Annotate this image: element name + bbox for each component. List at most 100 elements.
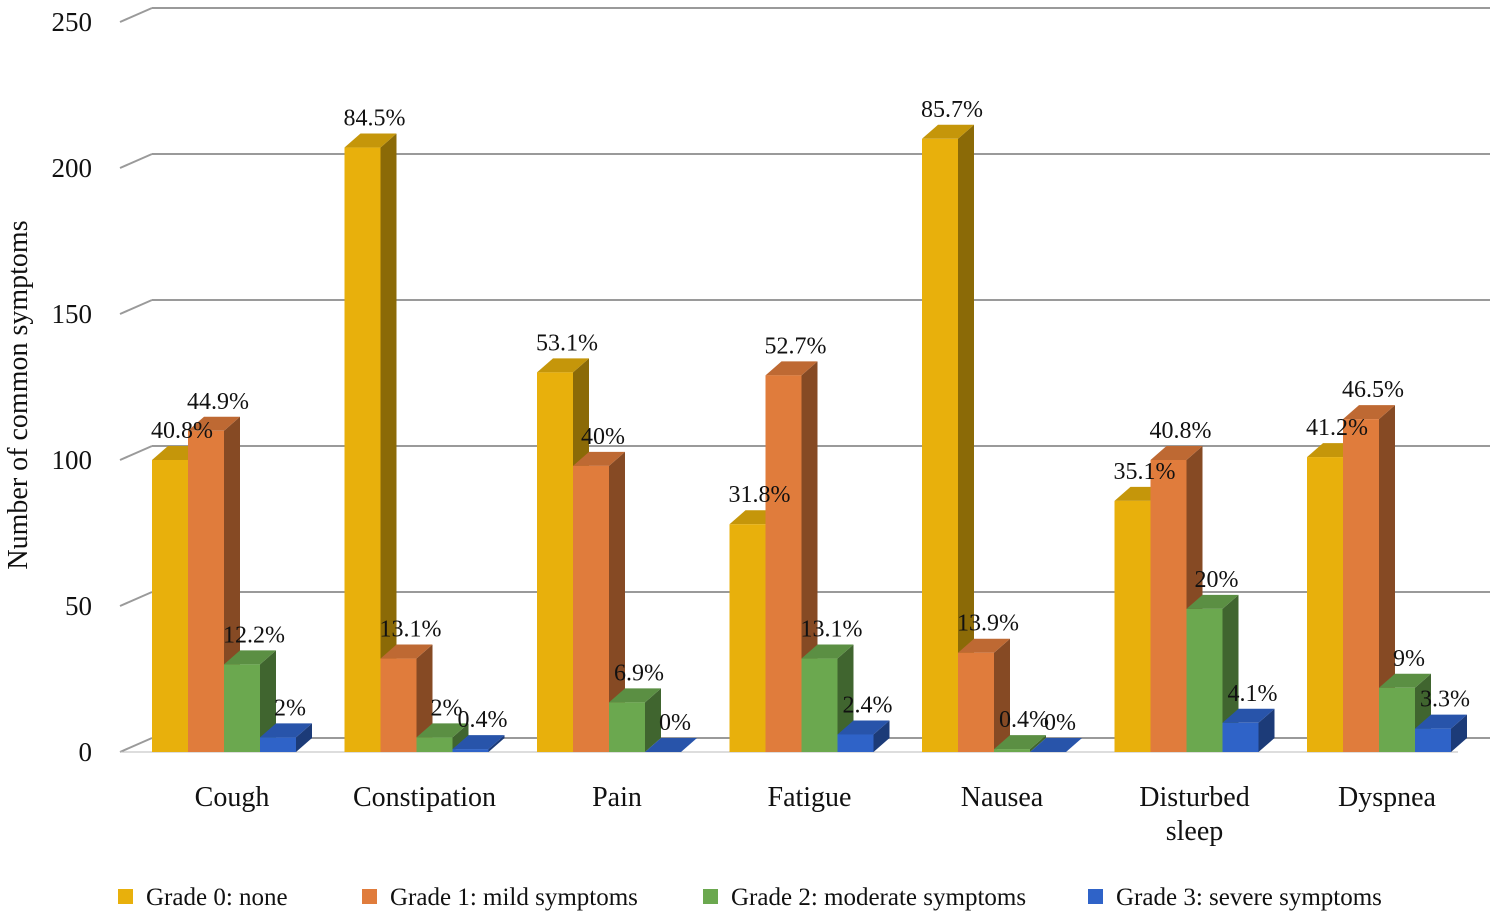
category-label: Fatigue [768, 782, 852, 813]
y-tick-label: 250 [52, 7, 93, 37]
bar-side [1030, 735, 1046, 752]
bar-front [958, 652, 994, 752]
bar [1222, 708, 1275, 752]
data-label: 20% [1195, 567, 1239, 593]
bar-front [994, 749, 1030, 752]
bar [645, 738, 697, 752]
y-axis-ticks: 0 50 100 150 200 250 [52, 7, 93, 767]
data-label: 6.9% [614, 660, 664, 686]
bar-top [573, 451, 625, 466]
bar-front [452, 749, 489, 752]
bar [416, 723, 469, 752]
data-label: 31.8% [729, 482, 791, 508]
bar-front [1114, 500, 1151, 752]
bar-side [958, 124, 974, 753]
bar-side [452, 723, 469, 752]
category-label: Constipation [353, 782, 496, 813]
bar-front [1415, 728, 1451, 752]
bar [1415, 714, 1467, 752]
bar [1030, 738, 1082, 752]
data-label: 35.1% [1114, 459, 1176, 485]
bar-front [729, 524, 766, 752]
legend-swatch [703, 889, 718, 904]
y-tick-label: 50 [65, 591, 92, 621]
bar-side [1451, 714, 1467, 752]
data-label: 0% [1044, 710, 1076, 736]
bar-side [994, 638, 1010, 752]
category-label: Nausea [961, 782, 1044, 813]
y-tick-label: 100 [52, 445, 93, 475]
bar [994, 735, 1046, 752]
bar-top [537, 358, 589, 373]
bar-top [1343, 405, 1395, 420]
legend-item: Grade 0: none [118, 884, 288, 911]
bar-front [1343, 419, 1379, 752]
legend-swatch [362, 889, 377, 904]
x-axis-categories: Cough Constipation Pain Fatigue Nausea Distur… [195, 782, 1437, 847]
bar-front [152, 460, 188, 752]
bar-top [609, 688, 661, 703]
gridline-diagonal [119, 7, 153, 23]
bar [1343, 405, 1395, 752]
bar-front [801, 658, 838, 752]
bar-side [645, 688, 661, 752]
bar-front [1307, 457, 1343, 752]
bar [609, 688, 661, 752]
bar-front [573, 465, 609, 752]
legend-swatch [1088, 889, 1103, 904]
legend-item: Grade 3: severe symptoms [1088, 884, 1382, 911]
bar [380, 644, 433, 752]
data-label: 0.4% [999, 707, 1049, 733]
bar [573, 451, 625, 752]
bar-front [188, 430, 224, 752]
bar [224, 650, 276, 752]
data-label: 0% [659, 710, 691, 736]
bar-front [1150, 460, 1187, 752]
bar-top [801, 644, 854, 659]
category-label: Disturbed [1139, 782, 1249, 813]
bar-front [416, 737, 453, 752]
bar [188, 416, 240, 752]
bar [452, 735, 505, 752]
data-label: 2.4% [843, 692, 893, 718]
data-label: 40% [581, 424, 625, 450]
data-label: 13.1% [801, 617, 863, 643]
bar-top [452, 735, 505, 750]
bar-side [873, 720, 890, 752]
data-label: 13.1% [380, 617, 442, 643]
bar-top [1030, 738, 1082, 752]
gridline-diagonal [119, 445, 153, 461]
data-label: 85.7% [921, 97, 983, 123]
bar-side [416, 644, 433, 752]
data-label: 44.9% [187, 389, 249, 415]
gridline-diagonal [119, 153, 153, 169]
data-label: 13.9% [957, 611, 1019, 637]
bar-side [380, 133, 397, 752]
legend-swatch [118, 889, 133, 904]
bar-side [488, 735, 505, 752]
y-tick-label: 150 [52, 299, 93, 329]
bar-top [994, 735, 1046, 750]
category-label: Dyspnea [1338, 782, 1437, 813]
bar-top [922, 124, 974, 139]
data-label: 53.1% [536, 330, 598, 356]
bar-front [922, 138, 958, 753]
bar [344, 133, 397, 752]
bar-top [380, 644, 433, 659]
bar-top [188, 416, 240, 431]
bar [260, 723, 312, 752]
bar-front [837, 734, 874, 752]
bar [922, 124, 974, 753]
data-label: 40.8% [1150, 418, 1212, 444]
bar-top [645, 738, 697, 752]
bar-front [537, 372, 573, 752]
y-axis-label: Number of common symptoms [3, 220, 34, 569]
bar-side [296, 723, 312, 752]
bar [837, 720, 890, 752]
bar-front [1222, 722, 1259, 752]
data-label: 41.2% [1306, 415, 1368, 441]
bar [958, 638, 1010, 752]
y-tick-label: 200 [52, 153, 93, 183]
legend-label: Grade 0: none [146, 884, 288, 911]
bar-top [837, 720, 890, 735]
